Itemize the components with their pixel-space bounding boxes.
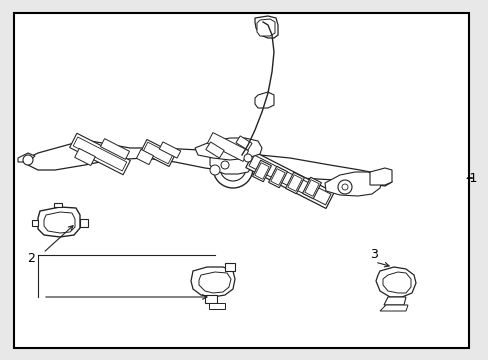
Polygon shape — [28, 140, 391, 186]
Polygon shape — [54, 203, 62, 207]
Bar — [205, 142, 224, 158]
Polygon shape — [18, 153, 35, 162]
Text: 2: 2 — [27, 252, 35, 265]
Polygon shape — [382, 272, 410, 293]
Bar — [75, 148, 95, 166]
Polygon shape — [208, 303, 224, 309]
Polygon shape — [80, 219, 88, 227]
Circle shape — [209, 165, 220, 175]
Polygon shape — [44, 212, 75, 233]
Circle shape — [220, 155, 245, 181]
Bar — [287, 175, 302, 191]
Bar — [207, 132, 248, 161]
Bar — [236, 136, 251, 150]
Bar — [285, 172, 304, 194]
Polygon shape — [254, 92, 273, 108]
Circle shape — [337, 180, 351, 194]
Bar — [159, 142, 181, 158]
Bar — [270, 169, 285, 185]
Circle shape — [227, 163, 238, 173]
Bar — [140, 139, 175, 167]
Bar — [302, 177, 321, 199]
Bar — [304, 180, 319, 196]
Bar — [248, 155, 330, 205]
Bar — [254, 163, 268, 179]
Polygon shape — [195, 138, 262, 160]
Polygon shape — [257, 19, 274, 36]
Circle shape — [213, 148, 252, 188]
Polygon shape — [209, 152, 251, 174]
Bar — [252, 160, 271, 182]
Polygon shape — [224, 263, 235, 271]
Bar — [245, 152, 333, 208]
Polygon shape — [38, 207, 80, 237]
Bar — [136, 149, 153, 165]
Polygon shape — [375, 267, 415, 297]
Circle shape — [244, 154, 251, 162]
Bar — [69, 133, 130, 175]
Polygon shape — [369, 168, 391, 185]
Polygon shape — [199, 272, 230, 293]
Bar — [143, 142, 172, 164]
Circle shape — [341, 184, 347, 190]
Polygon shape — [383, 297, 405, 305]
Polygon shape — [379, 305, 407, 311]
Text: 3: 3 — [369, 248, 377, 261]
Polygon shape — [325, 172, 381, 196]
Polygon shape — [32, 220, 38, 226]
Polygon shape — [254, 16, 278, 38]
Bar — [73, 137, 126, 171]
Bar — [268, 166, 287, 188]
Text: -1: -1 — [465, 171, 477, 185]
Polygon shape — [191, 267, 235, 297]
Circle shape — [23, 155, 33, 165]
Bar — [100, 139, 129, 159]
Circle shape — [221, 161, 228, 169]
Polygon shape — [204, 295, 217, 303]
